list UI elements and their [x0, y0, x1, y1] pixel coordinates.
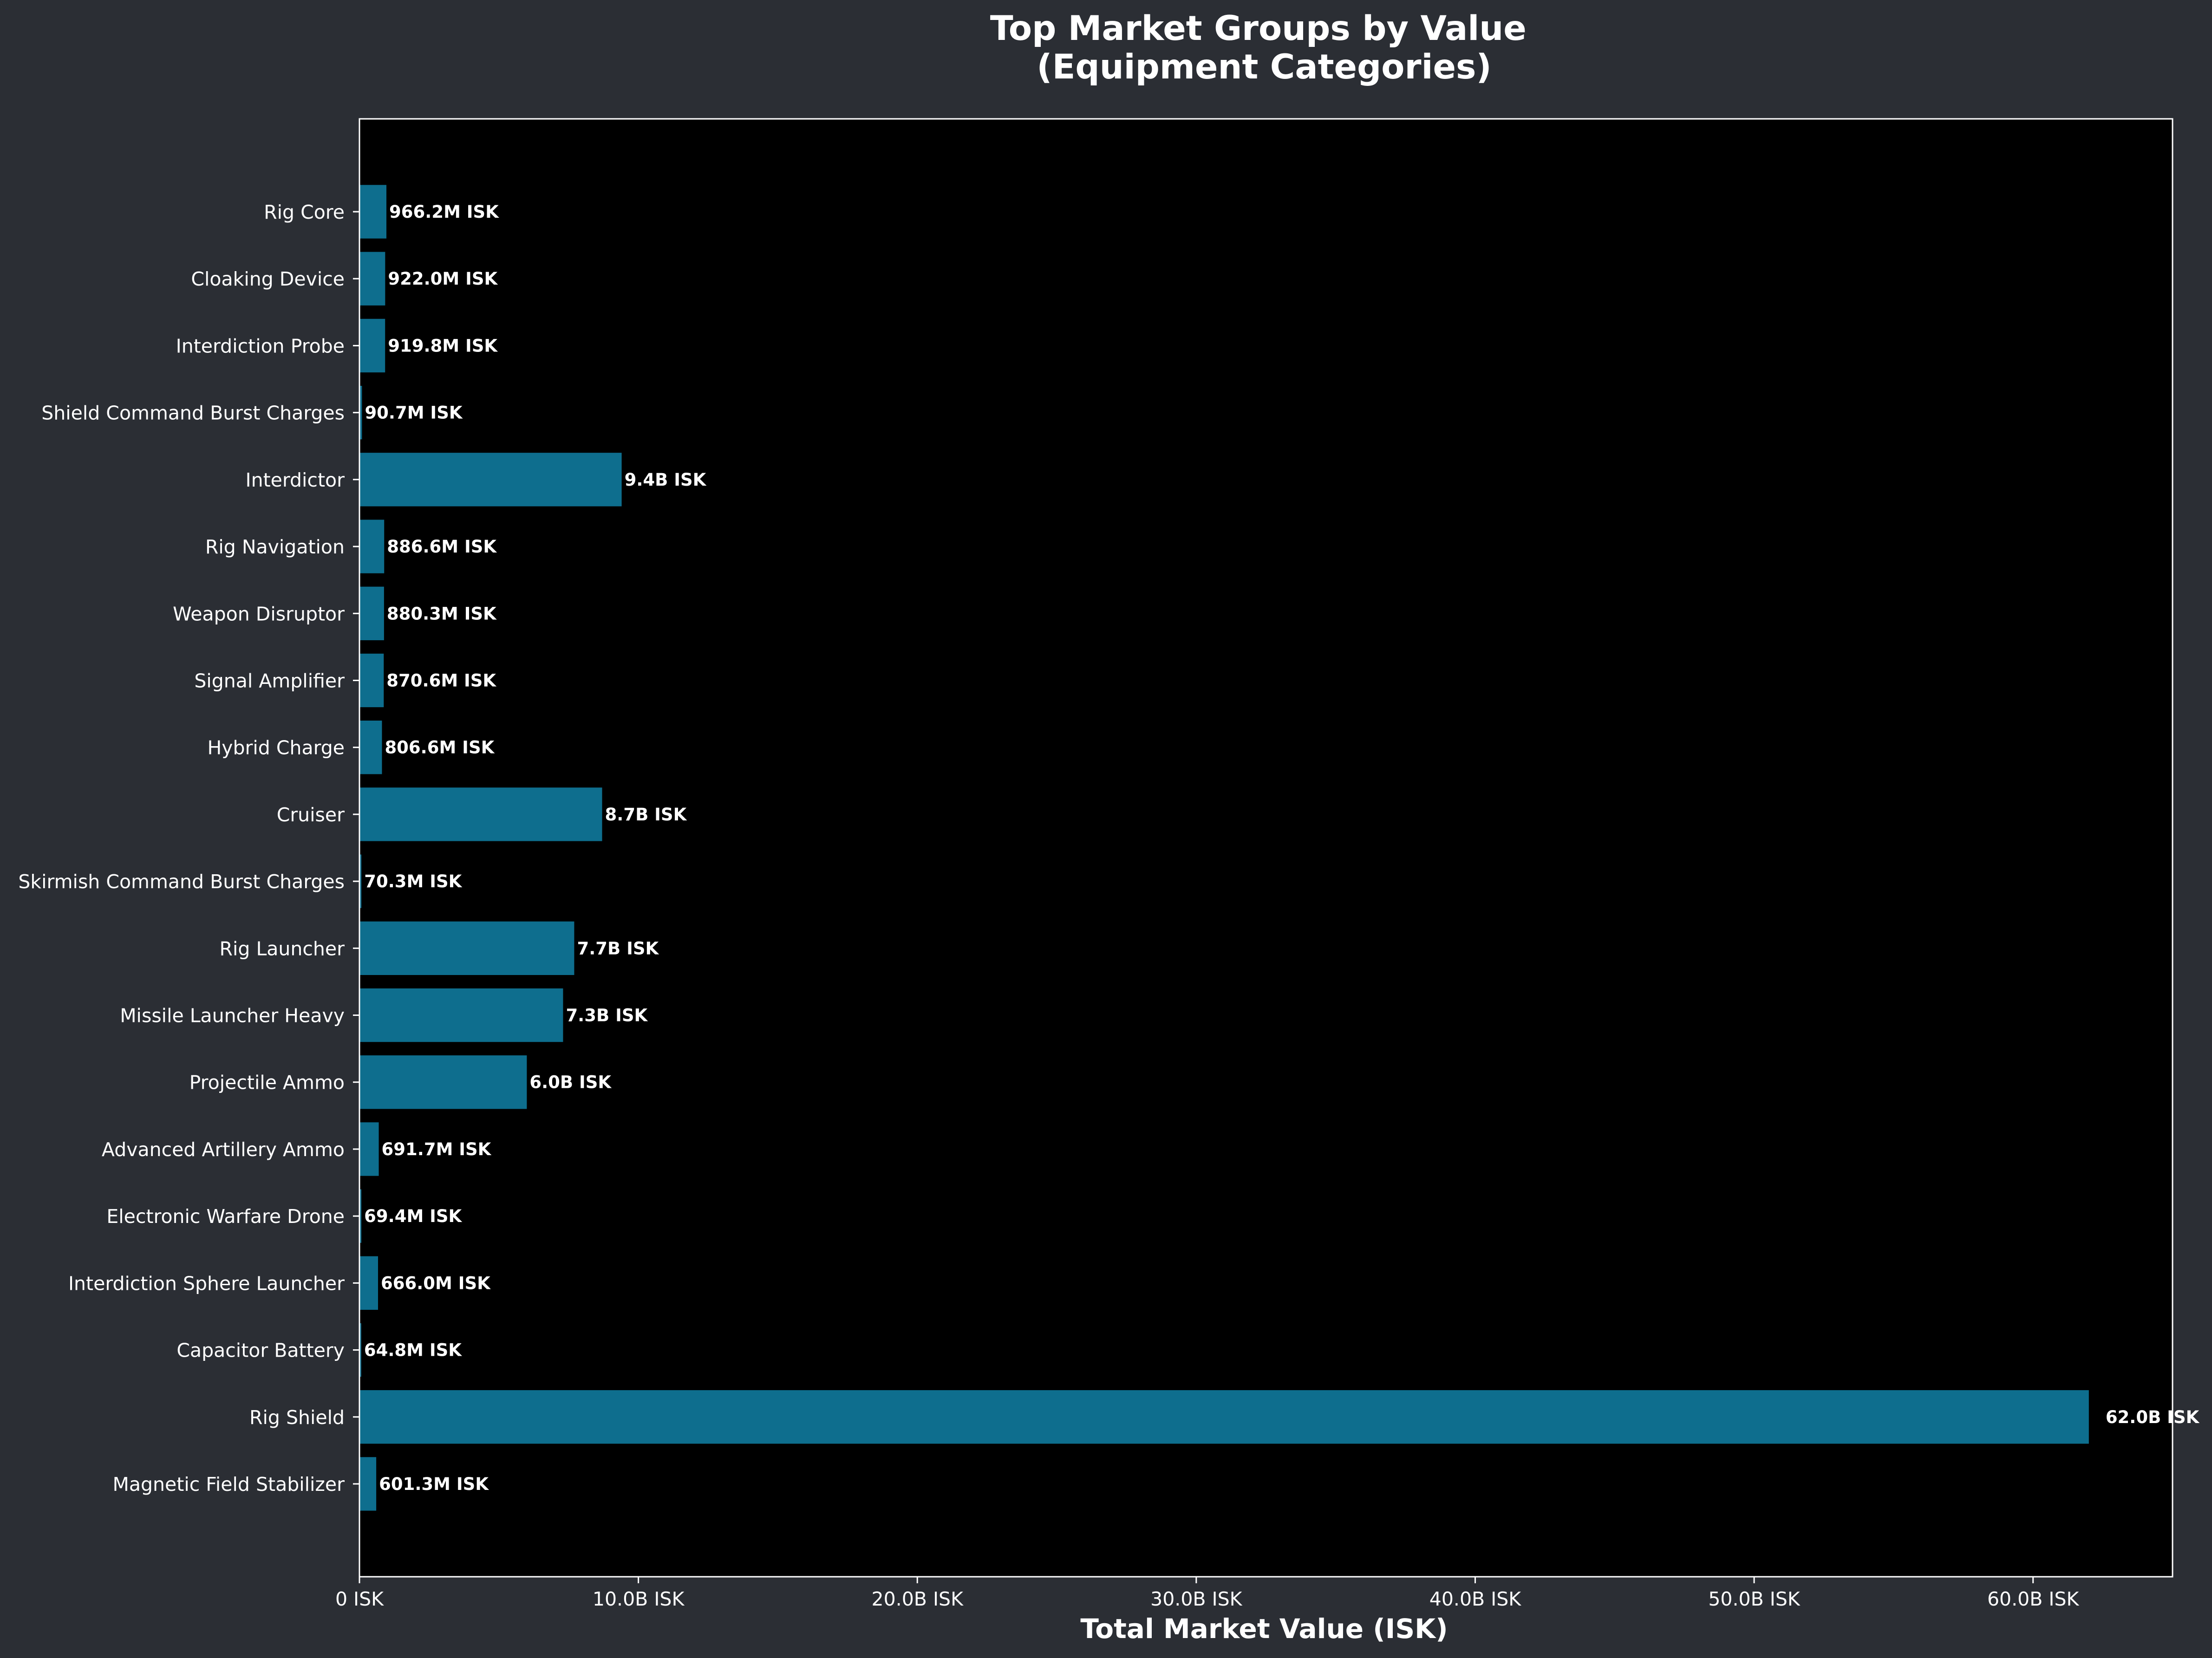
y-tick-label: Missile Launcher Heavy [120, 1005, 345, 1027]
y-tick-label: Rig Shield [249, 1406, 345, 1429]
y-tick-label: Interdiction Probe [176, 335, 345, 357]
chart-title-line-2: (Equipment Categories) [1037, 47, 1492, 87]
x-tick-label: 50.0B ISK [1708, 1588, 1801, 1610]
chart-title-line-1: Top Market Groups by Value [990, 9, 1527, 48]
plot-frame [359, 118, 2173, 1578]
bar [359, 586, 384, 640]
y-axis: Rig Core Cloaking Device Interdiction Prob… [18, 201, 359, 1495]
bar [359, 453, 622, 507]
bar [359, 319, 385, 373]
bar-value-label: 7.7B ISK [577, 938, 659, 958]
y-tick-label: Hybrid Charge [207, 737, 345, 759]
y-tick-label: Capacitor Battery [176, 1339, 345, 1362]
y-tick-label: Rig Launcher [220, 937, 345, 960]
bar-value-label: 966.2M ISK [389, 202, 499, 222]
bar [359, 252, 385, 306]
bar [359, 385, 362, 440]
bar [359, 1457, 377, 1511]
y-tick-label: Projectile Ammo [189, 1072, 345, 1094]
x-axis-label: Total Market Value (ISK) [1080, 1613, 1448, 1645]
y-tick-label: Skirmish Command Burst Charges [18, 871, 345, 893]
y-tick-label: Interdiction Sphere Launcher [68, 1272, 345, 1294]
y-tick-label: Rig Navigation [205, 536, 345, 558]
x-tick-label: 40.0B ISK [1429, 1588, 1522, 1610]
bars-layer [359, 185, 2089, 1511]
bar-value-label: 9.4B ISK [625, 470, 707, 490]
bar [359, 721, 382, 774]
bar [359, 988, 563, 1042]
bar-value-label: 6.0B ISK [529, 1073, 612, 1092]
y-tick-label: Shield Command Burst Charges [41, 402, 345, 424]
bar [359, 787, 602, 841]
bar-value-label: 880.3M ISK [387, 604, 497, 624]
y-tick-label: Interdictor [246, 469, 345, 491]
plot-area [359, 119, 2173, 1577]
y-tick-label: Magnetic Field Stabilizer [113, 1473, 345, 1495]
x-tick-label: 0 ISK [335, 1588, 384, 1610]
bar [359, 1323, 361, 1377]
bar [359, 921, 574, 975]
bar [359, 1189, 362, 1243]
bar [359, 1256, 378, 1310]
x-tick-label: 60.0B ISK [1987, 1588, 2080, 1610]
x-axis: 0 ISK 10.0B ISK 20.0B ISK 30.0B ISK 40.0B IS… [335, 1577, 2080, 1610]
bar-value-label: 70.3M ISK [364, 871, 462, 891]
bar-value-label: 870.6M ISK [386, 670, 496, 690]
bar [359, 1122, 379, 1176]
bar-value-label: 806.6M ISK [385, 738, 495, 758]
bar-labels-layer: 966.2M ISK 922.0M ISK 919.8M ISK 90.7M ISK 9… [364, 202, 2200, 1494]
bar [359, 520, 385, 573]
y-tick-label: Signal Amplifier [194, 670, 345, 692]
bar-value-label: 69.4M ISK [364, 1206, 462, 1226]
y-tick-label: Weapon Disruptor [173, 603, 345, 625]
y-tick-label: Cloaking Device [191, 268, 345, 290]
x-tick-label: 10.0B ISK [593, 1588, 685, 1610]
bar [359, 185, 387, 239]
bar-value-label: 7.3B ISK [566, 1006, 648, 1026]
bar-value-label: 64.8M ISK [364, 1340, 462, 1360]
bar-value-label: 8.7B ISK [605, 805, 687, 825]
bar-value-label: 62.0B ISK [2106, 1407, 2200, 1427]
bar [359, 1390, 2089, 1444]
y-tick-label: Advanced Artillery Ammo [102, 1138, 345, 1161]
bar-value-label: 886.6M ISK [387, 537, 497, 557]
bar-value-label: 90.7M ISK [365, 403, 463, 423]
bar-value-label: 601.3M ISK [379, 1474, 489, 1494]
bar-value-label: 666.0M ISK [381, 1273, 491, 1293]
y-tick-label: Rig Core [264, 201, 345, 223]
bar-value-label: 691.7M ISK [382, 1139, 492, 1159]
y-tick-label: Cruiser [277, 804, 345, 826]
bar-value-label: 922.0M ISK [388, 269, 498, 289]
bar [359, 653, 384, 708]
x-tick-label: 20.0B ISK [872, 1588, 964, 1610]
chart-title: Top Market Groups by Value (Equipment Ca… [990, 9, 1538, 87]
y-tick-label: Electronic Warfare Drone [106, 1205, 345, 1228]
bar-value-label: 919.8M ISK [388, 336, 498, 356]
bar [359, 854, 362, 908]
bar [359, 1055, 527, 1109]
x-tick-label: 30.0B ISK [1150, 1588, 1243, 1610]
